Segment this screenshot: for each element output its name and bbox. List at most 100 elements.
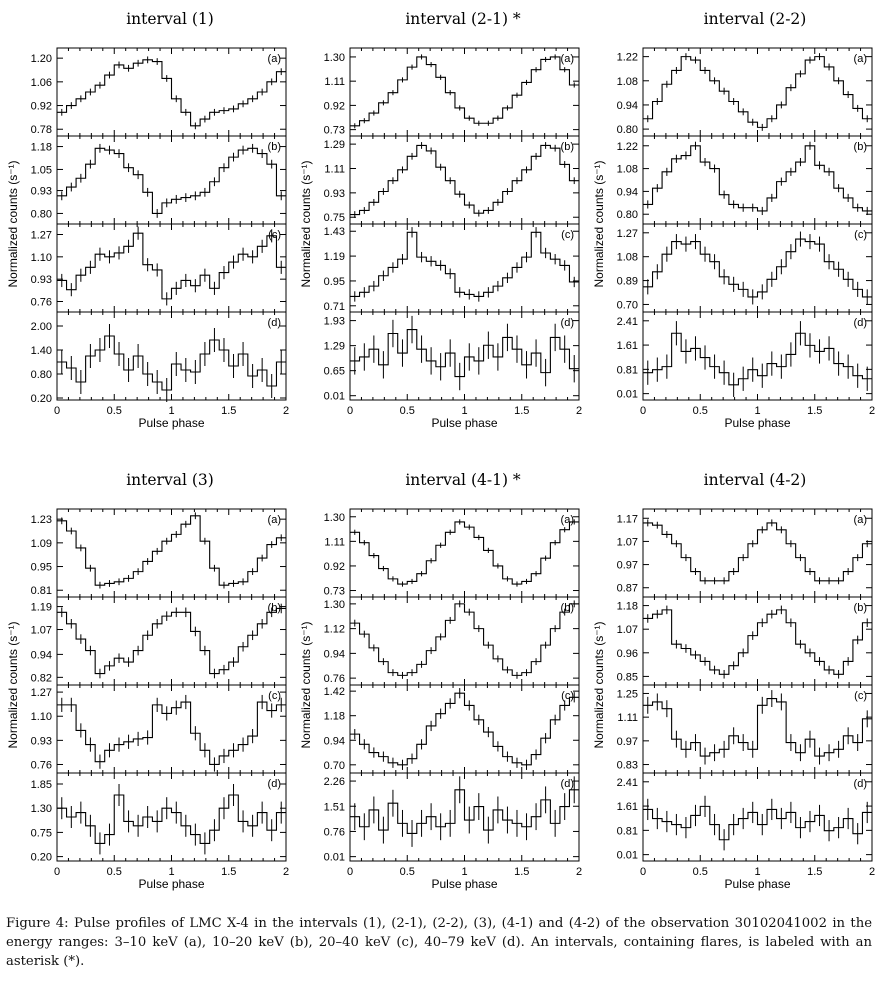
- y-tick-label: 1.27: [31, 687, 52, 699]
- panel-b: 0.82 0.94 1.07 1.19 (b): [31, 596, 287, 686]
- y-tick-label: 0.92: [324, 561, 345, 573]
- figure-caption: Figure 4: Pulse profiles of LMC X-4 in t…: [6, 916, 872, 969]
- panel-a: 0.78 0.92 1.06 1.20 (a): [31, 47, 287, 137]
- y-tick-label: 1.06: [31, 77, 52, 89]
- panel-label: (a): [561, 53, 574, 65]
- y-tick-label: 0.95: [31, 562, 52, 574]
- x-tick-label: 1.5: [807, 866, 822, 878]
- panel-b: 0.85 0.96 1.07 1.18 (b): [617, 596, 873, 686]
- y-axis-label: Normalized counts (s⁻¹): [299, 160, 313, 287]
- y-tick-label: 1.05: [31, 164, 52, 176]
- y-tick-label: 0.70: [617, 299, 638, 311]
- y-tick-label: 1.18: [31, 142, 52, 154]
- y-tick-label: 0.95: [324, 276, 345, 288]
- chart-title: interval (4-2): [704, 471, 807, 489]
- panel-frame: [642, 311, 873, 401]
- y-tick-label: 0.89: [617, 276, 638, 288]
- y-tick-label: 1.22: [617, 141, 638, 153]
- y-tick-label: 1.12: [324, 624, 345, 636]
- y-tick-label: 0.73: [324, 586, 345, 598]
- panel-c: 0.76 0.93 1.10 1.27 (c): [31, 684, 287, 774]
- panel-frame: [349, 135, 580, 225]
- y-axis-label: Normalized counts (s⁻¹): [299, 621, 313, 748]
- x-tick-label: 0: [640, 866, 646, 878]
- panel-c: 0.71 0.95 1.19 1.43 (c): [324, 223, 580, 313]
- y-tick-label: 1.30: [324, 52, 345, 64]
- y-tick-label: 0.71: [324, 301, 345, 313]
- series-line: [350, 521, 579, 585]
- panel-label: (c): [268, 229, 281, 241]
- panel-label: (d): [561, 778, 574, 790]
- y-tick-label: 1.51: [324, 801, 345, 813]
- y-tick-label: 1.30: [324, 512, 345, 524]
- y-tick-label: 1.10: [31, 711, 52, 723]
- panel-label: (b): [854, 602, 867, 614]
- y-tick-label: 1.08: [617, 252, 638, 264]
- panel-b: 0.80 0.94 1.08 1.22 (b): [617, 135, 873, 225]
- y-tick-label: 0.92: [31, 101, 52, 113]
- panel-b: 0.76 0.94 1.12 1.30 (b): [324, 596, 580, 686]
- x-tick-label: 2: [576, 866, 582, 878]
- x-tick-label: 0: [347, 866, 353, 878]
- y-tick-label: 0.97: [617, 560, 638, 572]
- panel-b: 0.80 0.93 1.05 1.18 (b): [31, 135, 287, 225]
- panel-label: (b): [268, 602, 281, 614]
- y-tick-label: 0.20: [31, 393, 52, 405]
- panel-label: (a): [268, 514, 281, 526]
- y-tick-label: 0.81: [617, 364, 638, 376]
- y-tick-label: 1.19: [31, 602, 52, 614]
- series-line: [57, 335, 286, 391]
- panel-frame: [642, 596, 873, 686]
- panel-frame: [349, 47, 580, 137]
- panel-label: (a): [268, 53, 281, 65]
- x-tick-label: 2: [869, 866, 875, 878]
- y-tick-label: 1.61: [617, 801, 638, 813]
- x-axis-label: Pulse phase: [138, 877, 204, 891]
- y-tick-label: 0.87: [617, 583, 638, 595]
- x-tick-label: 2: [869, 405, 875, 417]
- x-tick-label: 0.5: [400, 405, 415, 417]
- y-tick-label: 0.76: [31, 296, 52, 308]
- panel-frame: [56, 508, 287, 598]
- x-tick-label: 1: [754, 866, 760, 878]
- x-tick-label: 0.5: [107, 866, 122, 878]
- series-line: [350, 603, 579, 676]
- chart-2: interval (2-1) *0.730.921.111.30 (a)0.750…: [299, 10, 582, 430]
- panel-frame: [642, 508, 873, 598]
- y-tick-label: 1.30: [31, 803, 52, 815]
- y-tick-label: 1.40: [31, 345, 52, 357]
- y-tick-label: 0.76: [324, 673, 345, 685]
- y-tick-label: 1.93: [324, 316, 345, 328]
- y-tick-label: 1.19: [324, 251, 345, 263]
- series-line: [643, 697, 872, 757]
- y-tick-label: 1.29: [324, 139, 345, 151]
- y-tick-label: 0.80: [31, 369, 52, 381]
- panel-a: 0.73 0.92 1.11 1.30 (a): [324, 508, 580, 598]
- y-tick-label: 2.41: [617, 777, 638, 789]
- panel-label: (b): [854, 141, 867, 153]
- panel-frame: [56, 135, 287, 225]
- y-tick-label: 1.20: [31, 53, 52, 65]
- panel-c: 0.76 0.93 1.10 1.27 (c): [31, 223, 287, 313]
- x-tick-label: 1: [461, 866, 467, 878]
- series-line: [350, 329, 579, 378]
- chart-6: interval (4-2) 0.87 0.97 1.07 1.17 (a) 0.85 0.9…: [592, 471, 875, 891]
- panel-label: (d): [854, 778, 867, 790]
- series-line: [350, 144, 579, 216]
- panel-frame: [349, 223, 580, 313]
- y-tick-label: 1.07: [617, 536, 638, 548]
- panel-frame: [642, 223, 873, 313]
- panel-label: (b): [561, 602, 574, 614]
- series-line: [350, 692, 579, 766]
- x-tick-label: 1.5: [514, 405, 529, 417]
- y-tick-label: 1.10: [31, 252, 52, 264]
- series-line: [57, 794, 286, 844]
- y-tick-label: 0.76: [31, 759, 52, 771]
- x-tick-label: 0.5: [400, 866, 415, 878]
- x-axis-label: Pulse phase: [724, 877, 790, 891]
- x-tick-label: 0: [54, 405, 60, 417]
- x-axis-label: Pulse phase: [431, 416, 497, 430]
- y-tick-label: 0.01: [324, 852, 345, 864]
- series-line: [57, 607, 286, 675]
- y-tick-label: 0.94: [31, 649, 52, 661]
